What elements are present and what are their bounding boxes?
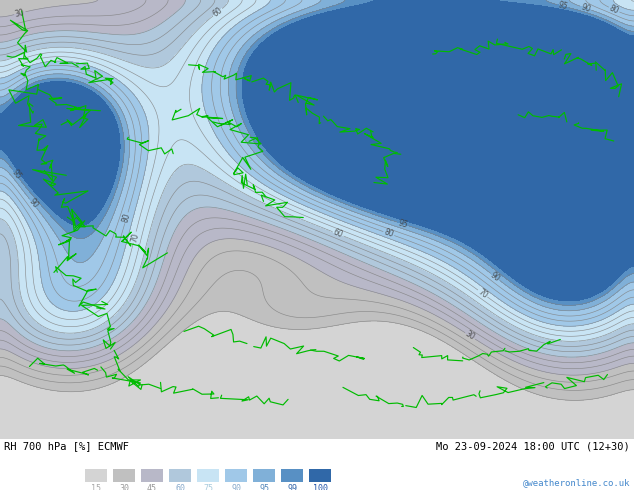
Text: 30: 30 [463, 329, 477, 343]
Bar [113, 469, 135, 482]
Text: 80: 80 [608, 3, 620, 16]
Bar [225, 469, 247, 482]
Text: 95: 95 [397, 218, 409, 230]
Bar [141, 469, 163, 482]
Text: RH 700 hPa [%] ECMWF: RH 700 hPa [%] ECMWF [4, 441, 129, 452]
Text: 95: 95 [557, 0, 569, 12]
Bar [197, 469, 219, 482]
Text: 60: 60 [211, 6, 224, 19]
Text: 70: 70 [129, 231, 140, 243]
Text: 90: 90 [579, 2, 592, 14]
Bar [309, 469, 331, 482]
Text: 95: 95 [10, 168, 22, 181]
Text: 95: 95 [259, 484, 269, 490]
Text: 100: 100 [313, 484, 328, 490]
Text: 99: 99 [287, 484, 297, 490]
Text: 80: 80 [120, 212, 132, 224]
Bar [169, 469, 191, 482]
Text: 30: 30 [119, 484, 129, 490]
Text: 75: 75 [203, 484, 213, 490]
Text: 90: 90 [27, 197, 39, 210]
Text: 60: 60 [332, 228, 344, 240]
Text: Mo 23-09-2024 18:00 UTC (12+30): Mo 23-09-2024 18:00 UTC (12+30) [436, 441, 630, 452]
Text: 15: 15 [91, 484, 101, 490]
Text: 30: 30 [14, 8, 25, 19]
Text: 60: 60 [175, 484, 185, 490]
Text: 90: 90 [489, 270, 501, 283]
Bar [85, 469, 107, 482]
Bar [281, 469, 303, 482]
Bar [253, 469, 275, 482]
Text: @weatheronline.co.uk: @weatheronline.co.uk [522, 478, 630, 487]
Text: 80: 80 [383, 228, 395, 240]
Text: 45: 45 [147, 484, 157, 490]
Text: 70: 70 [476, 287, 489, 300]
Text: 90: 90 [231, 484, 241, 490]
